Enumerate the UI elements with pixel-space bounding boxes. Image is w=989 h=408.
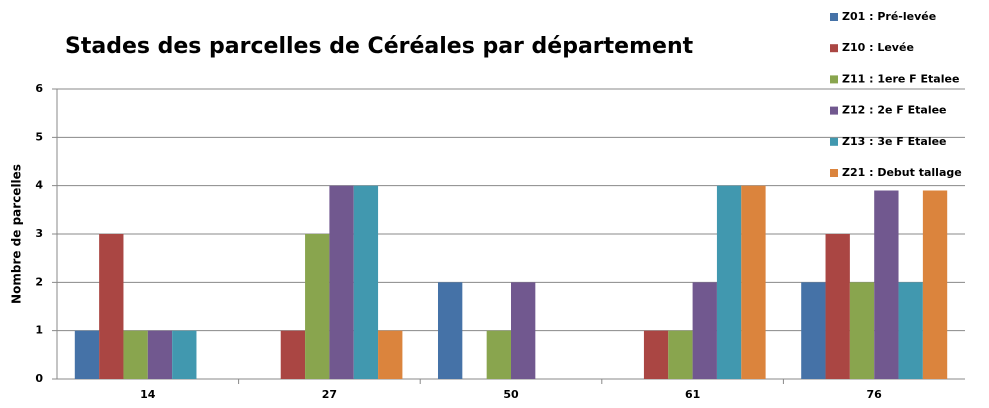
bar: [511, 282, 536, 379]
y-tick-label: 5: [35, 130, 43, 143]
legend-label: Z11 : 1ere F Etalee: [842, 72, 959, 85]
x-tick-label: 76: [867, 388, 883, 401]
bar: [716, 185, 742, 379]
legend-label: Z13 : 3e F Etalee: [842, 135, 947, 148]
y-tick-label: 3: [35, 227, 43, 240]
bar: [486, 330, 511, 379]
bar: [305, 234, 330, 379]
bar: [692, 282, 717, 379]
legend-swatch: [830, 44, 838, 53]
bar: [74, 330, 100, 379]
bar: [172, 330, 197, 379]
bar: [801, 282, 826, 379]
bar: [378, 330, 403, 379]
bar: [437, 282, 463, 379]
bar: [898, 282, 923, 379]
bar: [280, 330, 306, 379]
y-tick-label: 4: [35, 179, 43, 192]
bar: [353, 185, 379, 379]
bar: [329, 185, 354, 379]
legend-label: Z10 : Levée: [842, 41, 914, 54]
y-tick-label: 2: [35, 275, 43, 288]
legend-swatch: [830, 75, 838, 84]
bar: [643, 330, 669, 379]
legend-swatch: [830, 169, 838, 177]
x-tick-label: 27: [322, 388, 337, 401]
bar: [874, 190, 899, 379]
x-tick-label: 61: [685, 388, 700, 401]
legend-label: Z01 : Pré-levée: [842, 10, 936, 23]
bar: [825, 234, 850, 379]
y-tick-label: 0: [35, 372, 43, 385]
bar: [922, 190, 948, 379]
bar: [849, 282, 875, 379]
legend-swatch: [830, 13, 838, 21]
legend-swatch: [830, 106, 838, 115]
y-tick-label: 1: [35, 324, 43, 337]
y-axis-label: Nombre de parcelles: [10, 164, 24, 304]
y-tick-label: 6: [35, 82, 43, 95]
x-tick-label: 50: [503, 388, 519, 401]
bar: [741, 185, 766, 379]
chart-title: Stades des parcelles de Céréales par dép…: [65, 34, 694, 59]
bar: [99, 234, 124, 379]
legend-label: Z21 : Debut tallage: [842, 166, 962, 179]
legend-swatch: [830, 137, 838, 146]
bar: [147, 330, 173, 379]
bar: [668, 330, 693, 379]
bar: [123, 330, 148, 379]
legend-label: Z12 : 2e F Etalee: [842, 104, 947, 117]
x-tick-label: 14: [140, 388, 156, 401]
